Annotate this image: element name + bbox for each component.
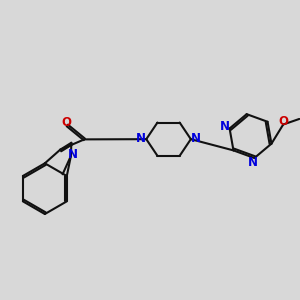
Text: N: N [191,132,201,145]
Text: N: N [68,148,78,161]
Text: N: N [220,120,230,134]
Text: O: O [61,116,71,129]
Text: N: N [248,156,258,169]
Text: N: N [136,132,146,145]
Text: O: O [278,115,288,128]
